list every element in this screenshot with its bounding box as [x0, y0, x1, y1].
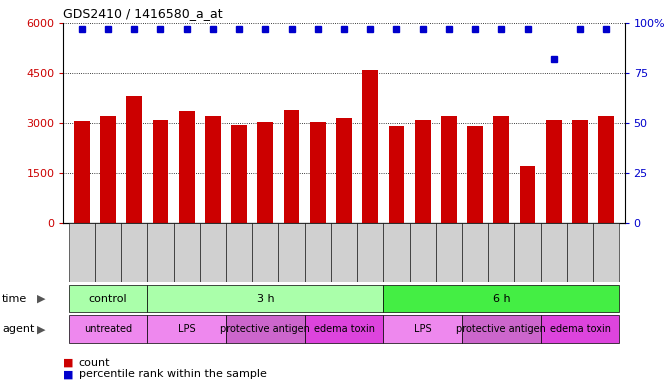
Bar: [436, 223, 462, 328]
Bar: [409, 223, 436, 282]
Bar: [336, 118, 352, 223]
Bar: [494, 116, 509, 223]
Bar: [383, 316, 462, 343]
Text: ▶: ▶: [37, 324, 45, 334]
Bar: [389, 126, 404, 223]
Text: edema toxin: edema toxin: [550, 324, 611, 334]
Bar: [126, 96, 142, 223]
Bar: [152, 119, 168, 223]
Text: ▶: ▶: [37, 293, 45, 304]
Bar: [69, 316, 148, 343]
Bar: [226, 223, 253, 282]
Bar: [148, 316, 226, 343]
Bar: [74, 121, 90, 223]
Bar: [95, 223, 121, 328]
Bar: [121, 223, 148, 328]
Bar: [148, 223, 174, 282]
Bar: [200, 223, 226, 282]
Bar: [310, 122, 326, 223]
Bar: [514, 223, 540, 282]
Bar: [305, 223, 331, 282]
Bar: [95, 223, 121, 282]
Bar: [174, 223, 200, 328]
Text: control: control: [89, 293, 128, 304]
Bar: [540, 223, 567, 328]
Bar: [467, 126, 483, 223]
Text: percentile rank within the sample: percentile rank within the sample: [79, 369, 267, 379]
Text: time: time: [2, 293, 27, 304]
Bar: [593, 223, 619, 282]
Bar: [383, 223, 409, 328]
Text: untreated: untreated: [84, 324, 132, 334]
Bar: [257, 122, 273, 223]
Bar: [383, 285, 619, 313]
Bar: [462, 223, 488, 328]
Bar: [121, 223, 148, 282]
Bar: [362, 70, 378, 223]
Bar: [462, 316, 540, 343]
Text: count: count: [79, 358, 110, 368]
Bar: [599, 116, 614, 223]
Text: agent: agent: [2, 324, 34, 334]
Bar: [593, 223, 619, 328]
Bar: [488, 223, 514, 328]
Bar: [572, 119, 588, 223]
Bar: [514, 223, 540, 328]
Text: edema toxin: edema toxin: [313, 324, 375, 334]
Bar: [462, 223, 488, 282]
Text: protective antigen: protective antigen: [456, 324, 546, 334]
Bar: [69, 223, 95, 328]
Text: LPS: LPS: [178, 324, 196, 334]
Bar: [279, 223, 305, 328]
Bar: [415, 119, 431, 223]
Bar: [488, 223, 514, 282]
Text: protective antigen: protective antigen: [220, 324, 311, 334]
Bar: [284, 110, 299, 223]
Bar: [174, 223, 200, 282]
Text: GDS2410 / 1416580_a_at: GDS2410 / 1416580_a_at: [63, 7, 223, 20]
Bar: [148, 285, 383, 313]
Bar: [540, 223, 567, 282]
Bar: [200, 223, 226, 328]
Bar: [436, 223, 462, 282]
Bar: [441, 116, 457, 223]
Bar: [540, 316, 619, 343]
Bar: [253, 223, 279, 328]
Bar: [305, 316, 383, 343]
Bar: [231, 124, 247, 223]
Text: ■: ■: [63, 369, 74, 379]
Bar: [253, 223, 279, 282]
Bar: [305, 223, 331, 328]
Text: LPS: LPS: [414, 324, 432, 334]
Bar: [567, 223, 593, 328]
Bar: [409, 223, 436, 328]
Bar: [357, 223, 383, 282]
Bar: [100, 116, 116, 223]
Bar: [331, 223, 357, 282]
Text: 6 h: 6 h: [492, 293, 510, 304]
Bar: [205, 116, 221, 223]
Bar: [331, 223, 357, 328]
Bar: [69, 285, 148, 313]
Bar: [383, 223, 409, 282]
Bar: [226, 223, 253, 328]
Bar: [546, 120, 562, 223]
Bar: [567, 223, 593, 282]
Bar: [69, 223, 95, 282]
Bar: [520, 166, 536, 223]
Bar: [148, 223, 174, 328]
Bar: [179, 111, 194, 223]
Text: ■: ■: [63, 358, 74, 368]
Bar: [226, 316, 305, 343]
Text: 3 h: 3 h: [257, 293, 274, 304]
Bar: [357, 223, 383, 328]
Bar: [279, 223, 305, 282]
